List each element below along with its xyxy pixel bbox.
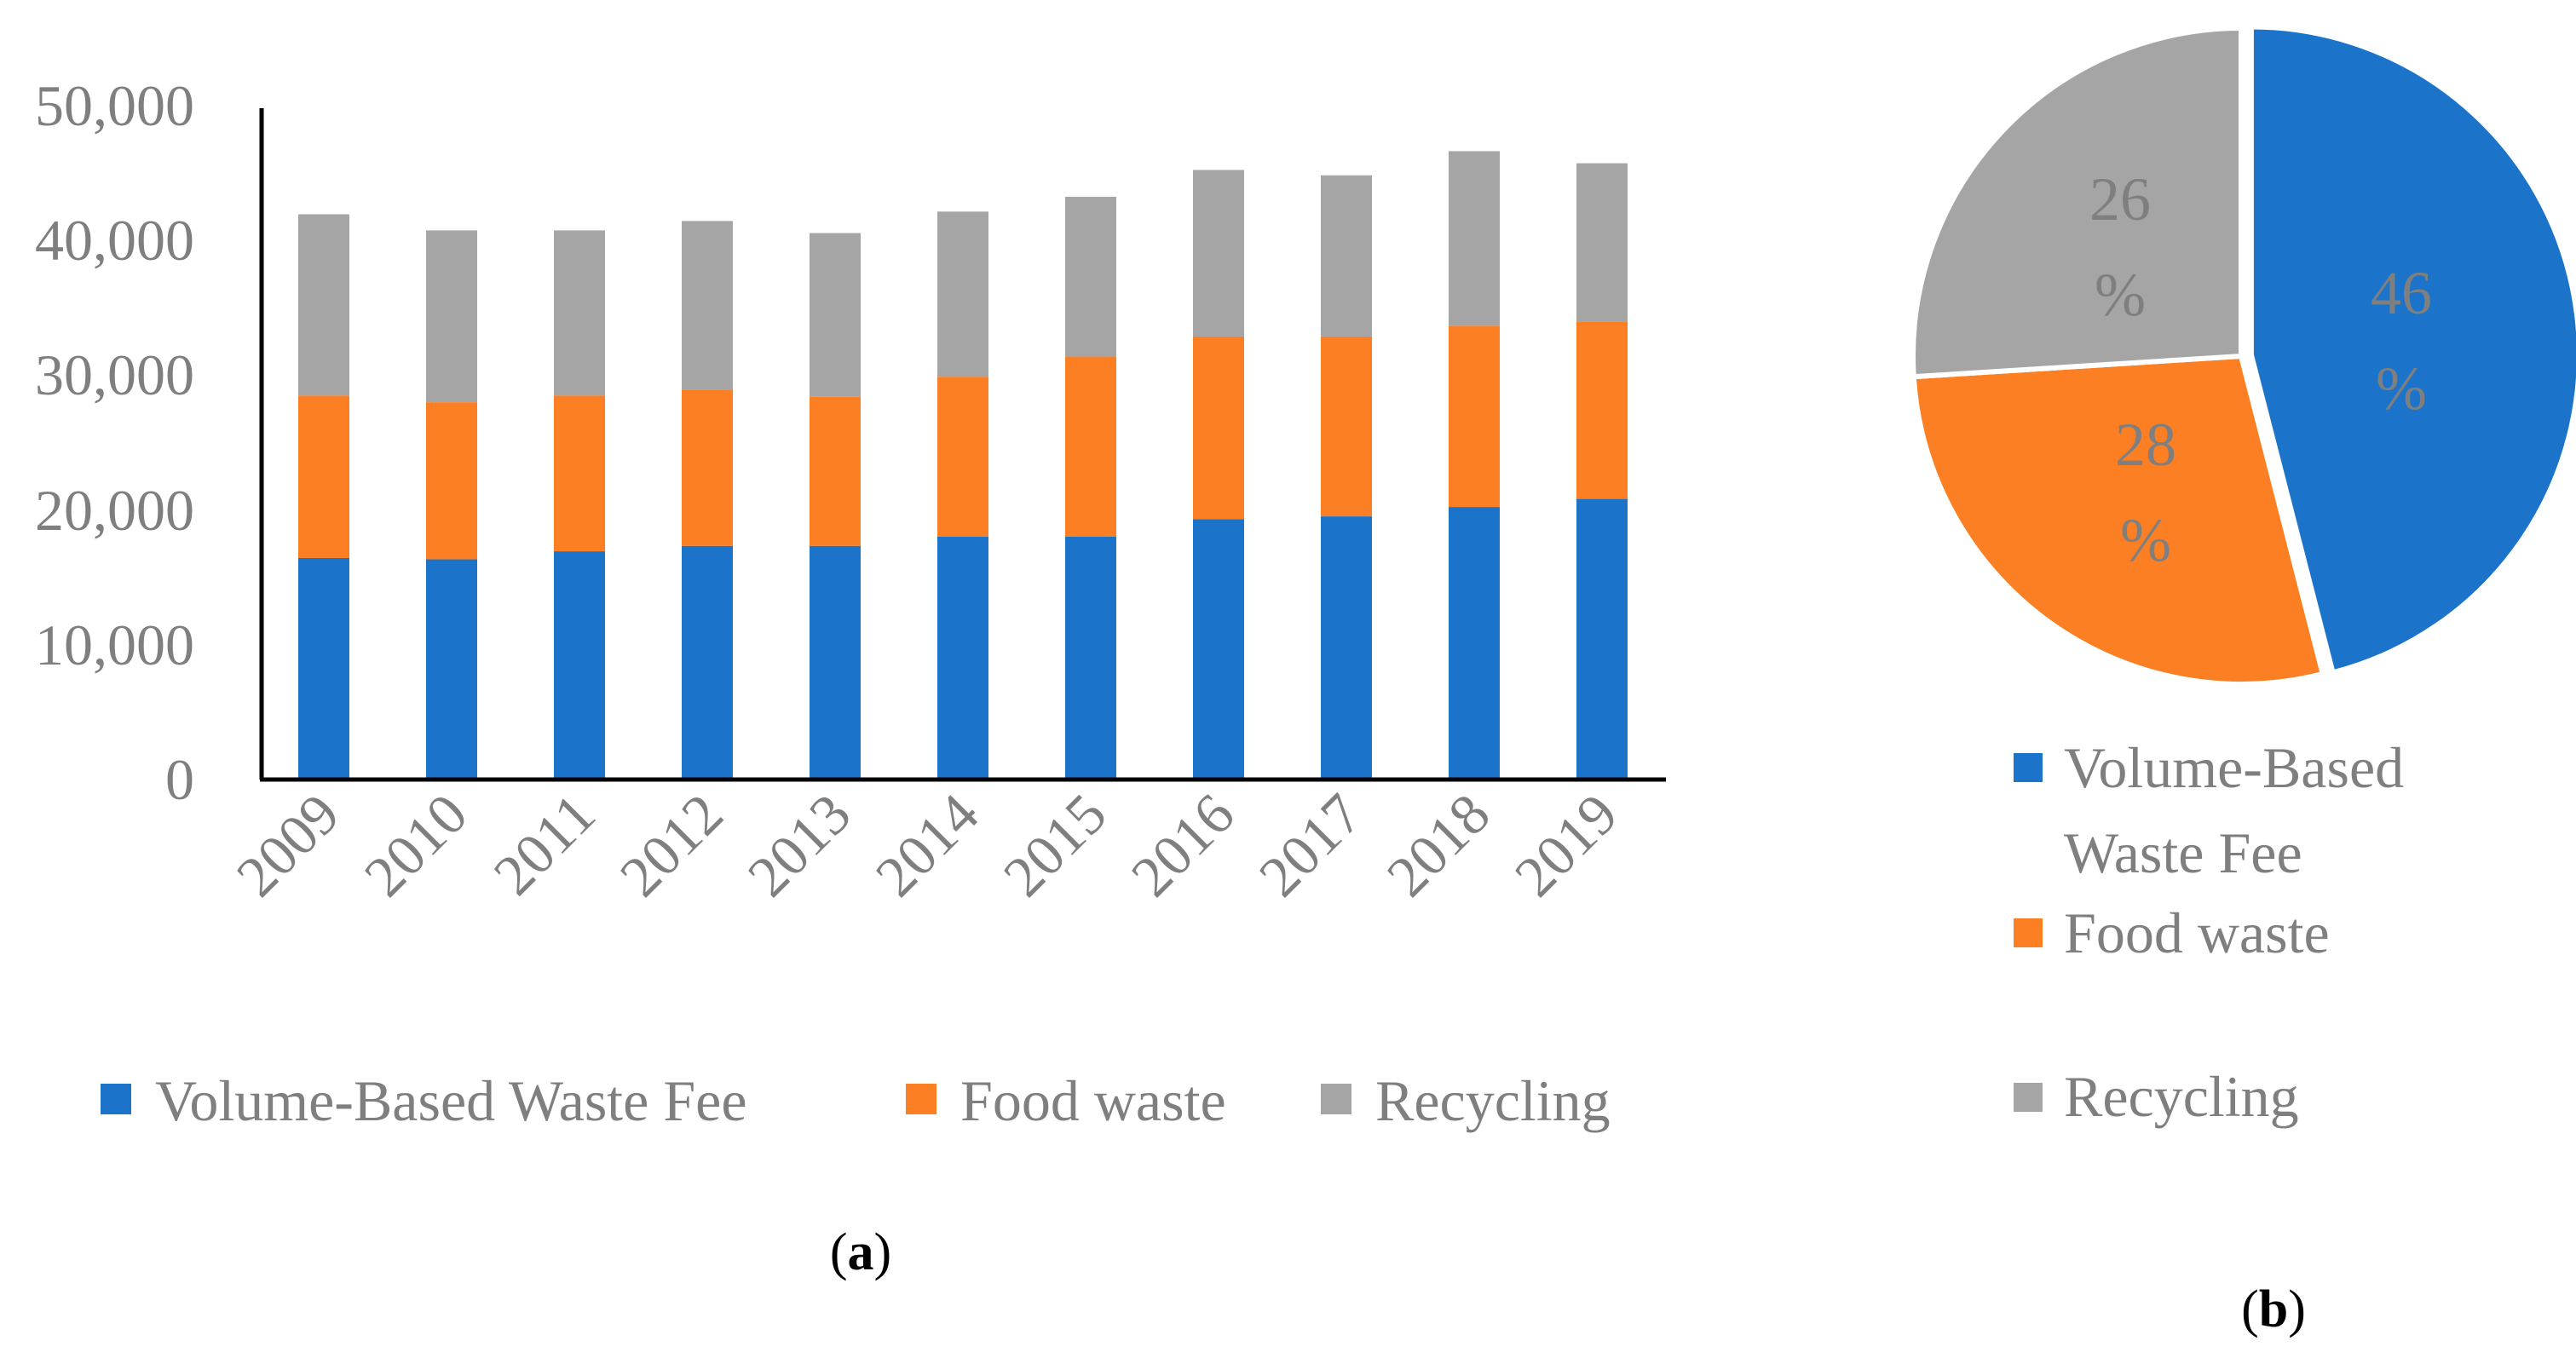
pie-slice-volume-based-waste-fee	[2248, 24, 2576, 676]
pie-labels: 46 % 28 % 26 %	[2089, 165, 2432, 574]
pie-slices	[1910, 24, 2576, 688]
pie-label-recycling-percent: %	[2095, 261, 2146, 329]
bar-2019-recycling	[1576, 163, 1628, 322]
y-tick-label: 20,000	[35, 478, 194, 543]
pie-slice-food-waste	[1910, 353, 2326, 688]
legend-label-food-waste: Food waste	[960, 1068, 1226, 1133]
bar-2009-food-waste	[298, 395, 349, 558]
bar-2013-food-waste	[810, 396, 861, 546]
pie-label-food-waste-percent: %	[2120, 506, 2171, 574]
pie-legend-swatch-food-waste	[2014, 918, 2043, 947]
bar-2010-volume-based-waste-fee	[426, 559, 477, 780]
panel-caption-b: (b)	[2241, 1280, 2306, 1338]
bar-2012-volume-based-waste-fee	[682, 545, 733, 780]
pie-legend-swatch-volume-based	[2014, 753, 2043, 782]
x-axis-ticks: 2009 2010 2011 2012 2013 2014 2015 2016 2017 2018…	[224, 781, 1630, 909]
bar-2012-food-waste	[682, 389, 733, 546]
x-tick-label: 2018	[1374, 781, 1502, 909]
legend-swatch-volume-based	[101, 1084, 131, 1114]
pie-label-food-waste: 28	[2115, 411, 2176, 479]
bar-2015-recycling	[1065, 197, 1116, 357]
y-tick-label: 10,000	[35, 613, 194, 677]
bar-2015-volume-based-waste-fee	[1065, 536, 1116, 780]
bar-series-group	[298, 151, 1628, 780]
bar-legend: Volume-Based Waste Fee Food waste Recycl…	[101, 1068, 1611, 1133]
bar-2018-recycling	[1449, 151, 1500, 326]
bar-2009-volume-based-waste-fee	[298, 557, 349, 780]
x-tick-label: 2016	[1119, 781, 1247, 909]
pie-legend-label-food-waste: Food waste	[2064, 901, 2330, 965]
y-axis-ticks: 0 10,000 20,000 30,000 40,000 50,000	[35, 73, 194, 812]
bar-2016-food-waste	[1193, 336, 1244, 520]
x-tick-label: 2017	[1247, 781, 1374, 909]
bar-2017-food-waste	[1321, 336, 1372, 517]
legend-swatch-food-waste	[906, 1084, 936, 1114]
bar-2014-recycling	[937, 211, 988, 377]
bar-2010-recycling	[426, 230, 477, 403]
legend-swatch-recycling	[1321, 1084, 1351, 1114]
x-tick-label: 2013	[735, 781, 863, 909]
bar-chart: 0 10,000 20,000 30,000 40,000 50,000 200…	[35, 73, 1666, 1281]
bar-2018-volume-based-waste-fee	[1449, 507, 1500, 780]
bar-2009-recycling	[298, 214, 349, 396]
x-tick-label: 2019	[1502, 781, 1630, 909]
x-tick-label: 2011	[481, 781, 607, 907]
pie-legend-label-recycling: Recycling	[2064, 1064, 2299, 1129]
bar-2013-recycling	[810, 233, 861, 397]
bar-2016-volume-based-waste-fee	[1193, 519, 1244, 780]
pie-label-volume-based-percent: %	[2376, 354, 2427, 423]
bar-2019-volume-based-waste-fee	[1576, 498, 1628, 780]
x-tick-label: 2010	[352, 781, 480, 909]
bar-2011-recycling	[554, 230, 605, 396]
bar-2010-food-waste	[426, 402, 477, 560]
pie-label-recycling: 26	[2089, 165, 2151, 233]
bar-2019-food-waste	[1576, 321, 1628, 499]
pie-legend-swatch-recycling	[2014, 1083, 2043, 1112]
pie-chart: 46 % 28 % 26 % Volume-Based Waste Fee Fo…	[1910, 24, 2576, 1338]
bar-2012-recycling	[682, 221, 733, 390]
bar-2011-food-waste	[554, 395, 605, 552]
legend-label-recycling: Recycling	[1375, 1068, 1611, 1133]
pie-label-volume-based: 46	[2371, 259, 2432, 327]
x-tick-label: 2012	[608, 781, 735, 909]
x-tick-label: 2015	[991, 781, 1119, 909]
bar-2014-food-waste	[937, 377, 988, 537]
bar-2017-recycling	[1321, 175, 1372, 337]
pie-legend: Volume-Based Waste Fee Food waste Recycl…	[2014, 735, 2404, 1129]
pie-slice-recycling	[1910, 25, 2244, 380]
legend-label-volume-based: Volume-Based Waste Fee	[155, 1068, 747, 1133]
y-tick-label: 30,000	[35, 342, 194, 407]
panel-caption-a: (a)	[830, 1223, 891, 1281]
pie-legend-label-volume-based-line2: Waste Fee	[2064, 820, 2302, 885]
bar-2015-food-waste	[1065, 356, 1116, 537]
x-tick-label: 2009	[224, 781, 352, 909]
pie-legend-label-volume-based: Volume-Based	[2064, 735, 2404, 800]
bar-2016-recycling	[1193, 170, 1244, 337]
bar-2017-volume-based-waste-fee	[1321, 516, 1372, 780]
y-tick-label: 50,000	[35, 73, 194, 138]
bar-2011-volume-based-waste-fee	[554, 551, 605, 780]
bar-2014-volume-based-waste-fee	[937, 536, 988, 780]
y-tick-label: 0	[165, 747, 194, 812]
bar-2018-food-waste	[1449, 325, 1500, 508]
bar-2013-volume-based-waste-fee	[810, 545, 861, 780]
y-tick-label: 40,000	[35, 208, 194, 273]
x-tick-label: 2014	[863, 781, 991, 909]
